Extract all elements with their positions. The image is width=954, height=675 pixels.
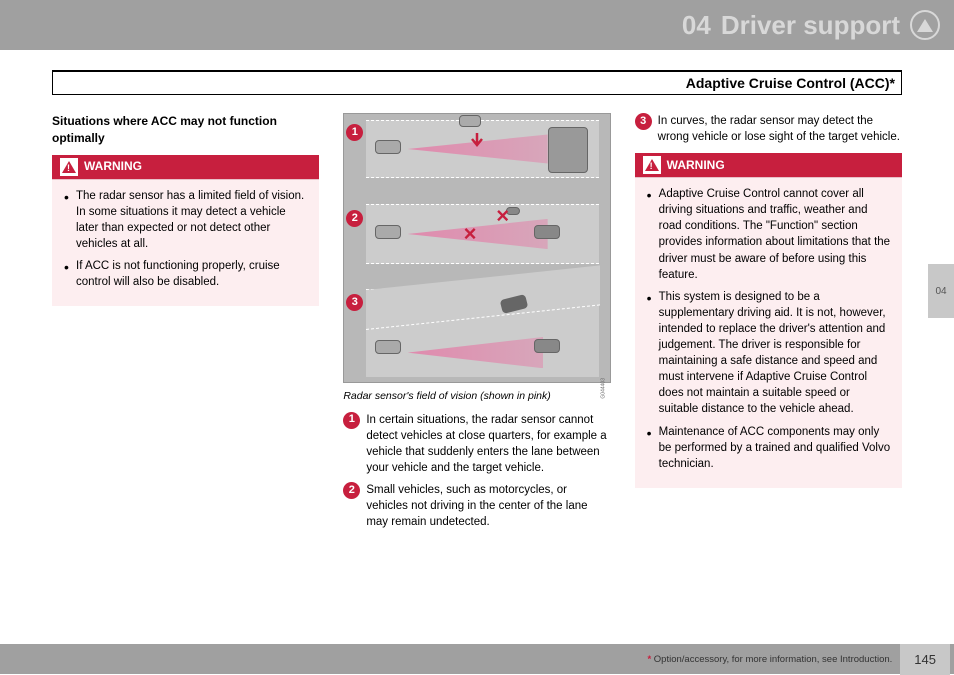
warning-item: Maintenance of ACC components may only b…: [645, 424, 892, 472]
page-footer: * Option/accessory, for more information…: [0, 644, 954, 674]
figure-marker-2: 2: [346, 210, 363, 227]
numbered-item-1: 1 In certain situations, the radar senso…: [343, 412, 610, 476]
figure-marker-3: 3: [346, 294, 363, 311]
num-circle-2: 2: [343, 482, 360, 499]
radar-figure: 1 × × 2 3 G044403: [343, 113, 610, 383]
footnote-text: Option/accessory, for more information, …: [651, 654, 892, 665]
item-text: Small vehicles, such as motorcycles, or …: [366, 482, 610, 530]
warning-item: This system is designed to be a suppleme…: [645, 289, 892, 418]
section-header: Adaptive Cruise Control (ACC)*: [52, 70, 902, 95]
item-text: In certain situations, the radar sensor …: [366, 412, 610, 476]
content-area: Situations where ACC may not function op…: [0, 95, 954, 536]
warning-item: The radar sensor has a limited field of …: [62, 188, 309, 252]
num-circle-1: 1: [343, 412, 360, 429]
column-2: 1 × × 2 3 G044403 Radar sensor's f: [343, 113, 610, 536]
warning-label: WARNING: [84, 158, 142, 175]
num-circle-3: 3: [635, 113, 652, 130]
warning-body: Adaptive Cruise Control cannot cover all…: [635, 177, 902, 488]
item-text: In curves, the radar sensor may detect t…: [658, 113, 902, 145]
page-number: 145: [900, 644, 950, 675]
warning-header: ! WARNING: [52, 155, 319, 179]
side-chapter-tab: 04: [928, 264, 954, 318]
warning-label: WARNING: [667, 157, 725, 174]
numbered-item-2: 2 Small vehicles, such as motorcycles, o…: [343, 482, 610, 530]
warning-item: Adaptive Cruise Control cannot cover all…: [645, 186, 892, 283]
warning-icon: !: [60, 158, 78, 176]
subsection-title: Situations where ACC may not function op…: [52, 113, 319, 147]
figure-code: G044403: [601, 378, 608, 399]
top-header-bar: 04 Driver support: [0, 0, 954, 50]
warning-item: If ACC is not functioning properly, crui…: [62, 258, 309, 290]
warning-triangle-icon: [910, 10, 940, 40]
warning-body: The radar sensor has a limited field of …: [52, 179, 319, 307]
section-title: Adaptive Cruise Control (ACC)*: [686, 75, 895, 91]
column-3: 3 In curves, the radar sensor may detect…: [635, 113, 902, 536]
warning-header: ! WARNING: [635, 153, 902, 177]
numbered-item-3: 3 In curves, the radar sensor may detect…: [635, 113, 902, 145]
warning-box-2: ! WARNING Adaptive Cruise Control cannot…: [635, 153, 902, 488]
figure-marker-1: 1: [346, 124, 363, 141]
arrow-down-icon: [468, 131, 486, 149]
chapter-title: Driver support: [721, 10, 900, 41]
chapter-number: 04: [682, 10, 711, 41]
warning-box-1: ! WARNING The radar sensor has a limited…: [52, 155, 319, 307]
figure-caption: Radar sensor's field of vision (shown in…: [343, 389, 610, 404]
column-1: Situations where ACC may not function op…: [52, 113, 319, 536]
warning-icon: !: [643, 156, 661, 174]
